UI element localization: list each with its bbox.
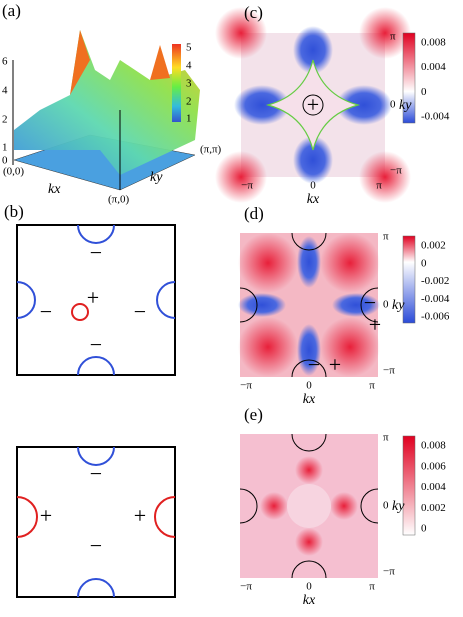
sign: + xyxy=(329,352,341,377)
panel-label: (b) xyxy=(4,202,24,221)
y-tick-label: π xyxy=(383,432,389,444)
sign: + xyxy=(40,503,52,528)
x-label: kx xyxy=(307,192,320,207)
panel-label: (d) xyxy=(244,204,264,223)
colorbar-tick-label: 5 xyxy=(186,42,192,54)
sign: + xyxy=(87,285,99,310)
z-tick-label: 0 xyxy=(2,155,8,167)
y-tick-label: −π xyxy=(383,365,395,377)
heatmap xyxy=(215,7,411,203)
upper-surface xyxy=(14,30,200,175)
sign: − xyxy=(308,352,320,377)
sign: + xyxy=(307,92,319,117)
z-tick-label: 6 xyxy=(2,56,8,68)
colorbar-tick-label: 3 xyxy=(186,78,192,90)
sign: + xyxy=(369,312,381,337)
sign: − xyxy=(90,332,102,357)
sign: − xyxy=(364,290,376,315)
colorbar-tick-label: -0.002 xyxy=(421,275,449,287)
y-tick-label: −π xyxy=(383,566,395,578)
colorbar-tick-label: -0.004 xyxy=(421,293,450,305)
y-tick-label: π xyxy=(383,231,389,243)
y-label: ky xyxy=(392,298,405,313)
colorbar-tick-label: 0.006 xyxy=(421,460,446,472)
x-label: kx xyxy=(48,182,61,197)
z-tick-label: 1 xyxy=(2,142,8,154)
corner-label: (0,0) xyxy=(3,166,24,178)
panel-label: (e) xyxy=(244,405,263,424)
corner-label: (π,π) xyxy=(200,144,222,156)
y-label: ky xyxy=(392,499,405,514)
sign: − xyxy=(134,299,146,324)
panel-label: (a) xyxy=(2,1,21,20)
y-label: ky xyxy=(399,98,412,113)
sign: − xyxy=(90,240,102,265)
x-tick-label: 0 xyxy=(310,180,316,192)
colorbar-tick-label: 0 xyxy=(421,257,427,269)
x-tick-label: 0 xyxy=(306,380,312,392)
y-tick-label: π xyxy=(390,31,396,43)
peak xyxy=(70,30,90,95)
x-tick-label: −π xyxy=(241,180,253,192)
colorbar xyxy=(402,435,416,536)
colorbar-tick-label: 0.002 xyxy=(421,240,446,252)
colorbar-tick-label: 4 xyxy=(186,60,192,72)
y-tick-label: −π xyxy=(390,165,402,177)
x-tick-label: π xyxy=(376,180,382,192)
y-label: ky xyxy=(150,170,163,185)
box xyxy=(16,224,176,376)
colorbar-tick-label: 0.004 xyxy=(421,61,446,73)
colorbar-tick-label: 0.008 xyxy=(421,37,446,49)
x-tick-label: 0 xyxy=(306,581,312,593)
panel-label: (c) xyxy=(244,3,263,22)
sign: − xyxy=(40,299,52,324)
colorbar-tick-label: 0 xyxy=(421,523,427,535)
colorbar-tick-label: 1 xyxy=(186,113,192,125)
colorbar-tick-label: -0.006 xyxy=(421,311,450,323)
sign: − xyxy=(90,461,102,486)
heatmap xyxy=(238,232,380,378)
colorbar xyxy=(402,32,416,124)
z-tick-label: 4 xyxy=(2,85,8,97)
peak xyxy=(150,45,170,80)
colorbar xyxy=(172,44,181,122)
x-tick-label: π xyxy=(369,380,375,392)
x-tick-label: −π xyxy=(240,380,252,392)
box xyxy=(16,446,176,598)
x-tick-label: −π xyxy=(240,581,252,593)
sign: + xyxy=(134,503,146,528)
x-label: kx xyxy=(303,593,316,608)
x-tick-label: π xyxy=(369,581,375,593)
corner-label: (π,0) xyxy=(108,194,129,206)
x-label: kx xyxy=(303,392,316,407)
colorbar-tick-label: 0.008 xyxy=(421,440,446,452)
colorbar-tick-label: 0.004 xyxy=(421,481,446,493)
y-tick-label: 0 xyxy=(390,99,396,111)
colorbar-tick-label: 2 xyxy=(186,96,192,108)
sign: − xyxy=(90,533,102,558)
y-tick-label: 0 xyxy=(383,500,389,512)
y-tick-label: 0 xyxy=(383,299,389,311)
heatmap xyxy=(239,433,379,579)
colorbar-tick-label: -0.004 xyxy=(421,111,450,123)
z-tick-label: 2 xyxy=(2,114,8,126)
colorbar-tick-label: 0 xyxy=(421,86,427,98)
colorbar-tick-label: 0.002 xyxy=(421,502,446,514)
colorbar xyxy=(402,235,416,324)
